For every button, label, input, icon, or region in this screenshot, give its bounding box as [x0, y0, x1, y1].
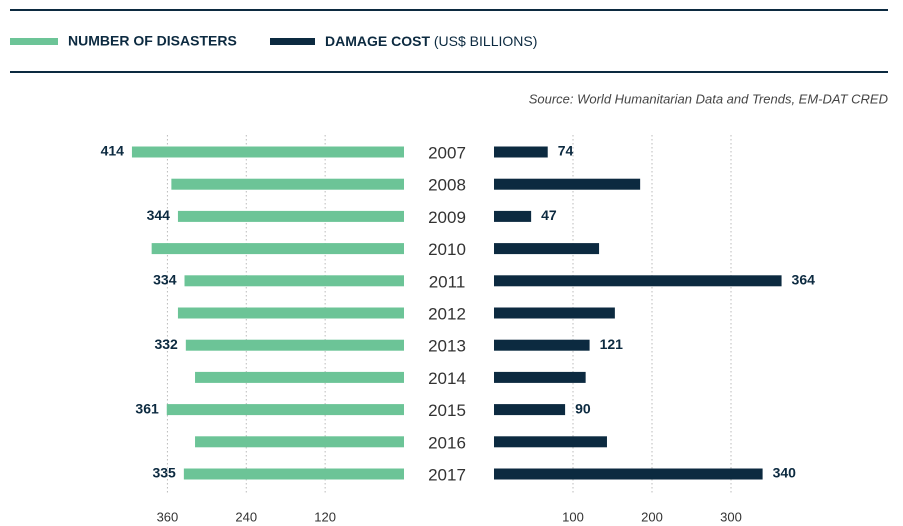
year-label: 2015 [428, 401, 466, 420]
year-label: 2011 [429, 272, 466, 291]
value-label: 361 [135, 400, 159, 416]
year-label: 2007 [428, 143, 466, 162]
bar [494, 404, 566, 416]
value-label: 121 [600, 336, 624, 352]
source: Source: World Humanitarian Data and Tren… [529, 91, 888, 106]
x-tick-label: 120 [314, 509, 336, 524]
bar [494, 178, 641, 190]
bar [494, 436, 607, 448]
value-label: 332 [154, 336, 178, 352]
value-label: 335 [152, 465, 176, 481]
x-tick-label: 300 [720, 509, 742, 524]
year-label: 2017 [428, 465, 466, 484]
value-label: 344 [147, 207, 171, 223]
bar [166, 404, 404, 416]
bar [195, 436, 404, 448]
bar [177, 307, 404, 319]
year-label: 2014 [428, 369, 466, 388]
year-label: 2013 [428, 337, 466, 356]
year-label: 2010 [428, 240, 466, 259]
bar [131, 146, 404, 158]
legend-label: DAMAGE COST (US$ BILLIONS) [325, 33, 537, 49]
year-label: 2012 [428, 304, 466, 323]
year-label: 2008 [428, 176, 466, 195]
value-label: 74 [558, 143, 574, 159]
x-tick-label: 100 [562, 509, 584, 524]
year-label: 2009 [428, 208, 466, 227]
bar [494, 339, 590, 351]
bar [151, 243, 404, 255]
legend-swatch [10, 38, 58, 45]
bar [494, 243, 600, 255]
value-label: 340 [773, 465, 797, 481]
bar [494, 146, 548, 158]
bar [494, 307, 615, 319]
legend-name: DAMAGE COST [325, 33, 430, 49]
x-tick-label: 360 [157, 509, 179, 524]
legend-label: NUMBER OF DISASTERS [68, 33, 237, 49]
x-tick-label: 200 [641, 509, 663, 524]
bar [183, 468, 404, 480]
value-label: 334 [153, 272, 177, 288]
value-label: 47 [541, 207, 557, 223]
bar [185, 339, 404, 351]
value-label: 364 [792, 272, 816, 288]
bar [195, 371, 404, 383]
bar [184, 275, 404, 287]
legend-swatch [270, 38, 315, 45]
value-label: 90 [575, 400, 591, 416]
legend-unit: (US$ BILLIONS) [434, 33, 537, 49]
bar [494, 371, 586, 383]
bar [171, 178, 404, 190]
bar [494, 275, 782, 287]
bar [494, 210, 532, 222]
bar [177, 210, 404, 222]
bar [494, 468, 763, 480]
x-tick-label: 240 [235, 509, 257, 524]
value-label: 414 [101, 143, 125, 159]
year-label: 2016 [428, 433, 466, 452]
